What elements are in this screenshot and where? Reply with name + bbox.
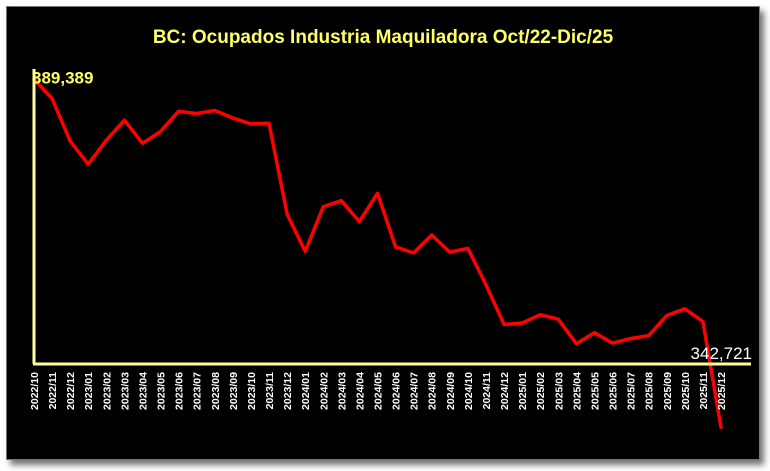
x-tick-label: 2023/05	[156, 372, 168, 410]
x-tick-label: 2024/08	[427, 372, 439, 410]
x-tick-label: 2023/09	[228, 372, 240, 410]
data-label-first: 389,389	[32, 68, 93, 87]
x-tick-label: 2024/10	[463, 372, 475, 410]
x-tick-label: 2023/01	[83, 372, 95, 410]
series-line	[32, 77, 723, 429]
chart-frame: BC: Ocupados Industria Maquiladora Oct/2…	[6, 6, 760, 460]
x-tick-label: 2025/07	[626, 372, 638, 410]
x-tick-label: 2025/05	[589, 372, 601, 410]
x-tick-label: 2024/06	[391, 372, 403, 410]
x-tick-label: 2025/09	[662, 372, 674, 410]
x-tick-label: 2025/08	[644, 372, 656, 410]
x-tick-label: 2025/02	[535, 372, 547, 410]
x-tick-label: 2025/03	[553, 372, 565, 410]
chart-title: BC: Ocupados Industria Maquiladora Oct/2…	[153, 27, 614, 48]
axis-layer	[32, 69, 751, 366]
x-tick-label: 2023/11	[264, 372, 276, 410]
series-layer	[32, 77, 723, 429]
x-tick-label: 2023/03	[119, 372, 131, 410]
x-tick-label: 2023/10	[246, 372, 258, 410]
x-tick-label: 2024/02	[318, 372, 330, 410]
x-tick-label: 2025/10	[680, 372, 692, 410]
x-tick-label: 2024/11	[481, 372, 493, 410]
x-tick-label: 2022/11	[47, 372, 59, 410]
x-tick-label: 2025/01	[517, 372, 529, 410]
data-label-last: 342,721	[691, 344, 752, 363]
x-tick-labels: 2022/10 2022/11 2022/12 2023/01 2023/02 2023/…	[29, 372, 728, 410]
x-tick-label: 2025/04	[571, 372, 583, 410]
x-tick-label: 2024/01	[300, 372, 312, 410]
x-tick-label: 2024/04	[354, 372, 366, 410]
x-tick-label: 2024/12	[499, 372, 511, 410]
x-tick-label: 2023/06	[174, 372, 186, 410]
x-tick-label: 2023/07	[192, 372, 204, 410]
x-tick-label: 2025/12	[716, 372, 728, 410]
x-tick-label: 2023/02	[101, 372, 113, 410]
x-tick-label: 2025/11	[698, 372, 710, 410]
x-tick-label: 2024/03	[336, 372, 348, 410]
x-tick-label: 2024/05	[373, 372, 385, 410]
x-tick-label: 2023/08	[210, 372, 222, 410]
x-tick-label: 2022/10	[29, 372, 41, 410]
x-tick-label: 2024/09	[445, 372, 457, 410]
data-labels: 389,389 342,721	[32, 68, 752, 363]
x-tick-label: 2023/12	[282, 372, 294, 410]
x-tick-label: 2023/04	[137, 372, 149, 410]
x-tick-label: 2024/07	[409, 372, 421, 410]
x-tick-label: 2022/12	[65, 372, 77, 410]
line-chart: BC: Ocupados Industria Maquiladora Oct/2…	[29, 27, 752, 429]
x-tick-label: 2025/06	[608, 372, 620, 410]
